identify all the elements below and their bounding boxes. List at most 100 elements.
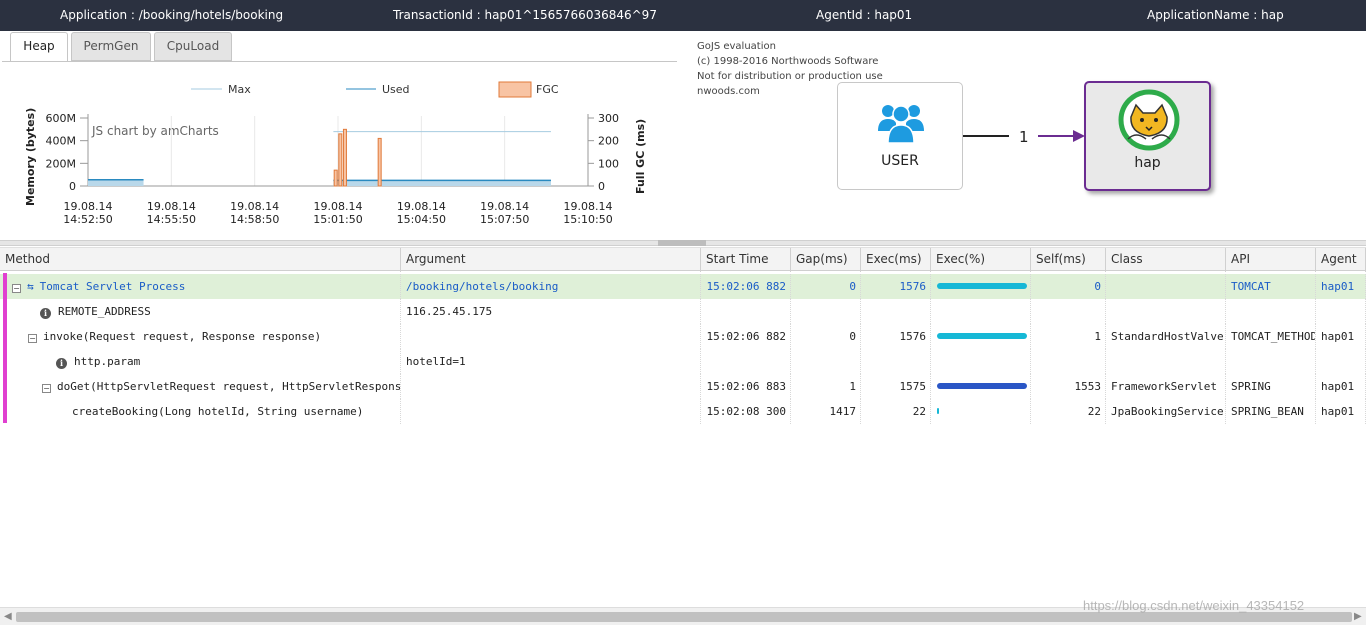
exec-cell	[861, 349, 931, 374]
column-header-self[interactable]: Self(ms)	[1031, 248, 1106, 272]
server-node-label: hap	[1134, 155, 1161, 171]
self-cell	[1031, 349, 1106, 374]
application-name: ApplicationName : hap	[1147, 8, 1284, 22]
gap-cell: 1417	[791, 399, 861, 424]
gap-cell	[791, 349, 861, 374]
cls-cell	[1106, 299, 1226, 324]
column-header-gap[interactable]: Gap(ms)	[791, 248, 861, 272]
cls-cell	[1106, 274, 1226, 299]
api-cell	[1226, 299, 1316, 324]
table-row[interactable]: i REMOTE_ADDRESS 116.25.45.175	[0, 299, 1366, 324]
fgc-bar	[338, 133, 343, 187]
exec-percent-cell	[931, 299, 1031, 324]
collapse-toggle-icon[interactable]: −	[12, 284, 21, 293]
scroll-right-icon[interactable]: ▶	[1354, 611, 1362, 622]
gap-cell	[791, 299, 861, 324]
tab-heap[interactable]: Heap	[10, 32, 68, 62]
link-count: 1	[1019, 128, 1029, 146]
cls-cell: JpaBookingService	[1106, 399, 1226, 424]
call-link[interactable]: 1	[963, 120, 1088, 152]
exec-percent-bar	[937, 283, 1027, 289]
table-row[interactable]: − ⇆ Tomcat Servlet Process/booking/hotels/…	[0, 274, 1366, 299]
used-series-area	[88, 179, 144, 186]
tab-permgen[interactable]: PermGen	[71, 32, 151, 61]
exec-percent-cell	[931, 324, 1031, 349]
y-tick-left: 400M	[46, 135, 77, 148]
column-header-start[interactable]: Start Time	[701, 248, 791, 272]
start-cell: 15:02:06 882	[701, 324, 791, 349]
splitter-handle[interactable]	[658, 240, 706, 246]
column-header-exec[interactable]: Exec(ms)	[861, 248, 931, 272]
y-axis-right-title: Full GC (ms)	[634, 119, 647, 194]
method-name: invoke(Request request, Response respons…	[43, 330, 322, 343]
start-cell	[701, 349, 791, 374]
horizontal-scrollbar[interactable]: ◀ ▶	[0, 607, 1366, 625]
x-tick-time: 15:07:50	[480, 213, 529, 226]
column-header-argument[interactable]: Argument	[401, 248, 701, 272]
exec-cell: 1576	[861, 274, 931, 299]
collapse-toggle-icon[interactable]: −	[28, 334, 37, 343]
scroll-left-icon[interactable]: ◀	[4, 611, 12, 622]
scrollbar-thumb[interactable]	[16, 612, 1352, 622]
api-cell: SPRING	[1226, 374, 1316, 399]
exec-percent-cell	[931, 399, 1031, 424]
tomcat-icon	[1118, 89, 1180, 151]
table-row[interactable]: − invoke(Request request, Response respon…	[0, 324, 1366, 349]
gap-cell: 1	[791, 374, 861, 399]
collapse-toggle-icon[interactable]: −	[42, 384, 51, 393]
call-tree-grid: Method Argument Start Time Gap(ms) Exec(ms) E…	[0, 247, 1366, 607]
method-cell: − ⇆ Tomcat Servlet Process	[0, 274, 401, 299]
application-path: Application : /booking/hotels/booking	[60, 8, 284, 22]
x-tick-time: 15:01:50	[313, 213, 362, 226]
self-cell: 0	[1031, 274, 1106, 299]
gojs-notice-line: Not for distribution or production use	[697, 71, 883, 82]
method-cell: i REMOTE_ADDRESS	[0, 299, 401, 324]
table-row[interactable]: createBooking(Long hotelId, String usern…	[0, 399, 1366, 424]
column-header-method[interactable]: Method	[0, 248, 401, 272]
self-cell	[1031, 299, 1106, 324]
table-row[interactable]: i http.param hotelId=1	[0, 349, 1366, 374]
legend-fgc-label[interactable]: FGC	[536, 83, 559, 96]
legend-max-label[interactable]: Max	[228, 83, 251, 96]
chart-watermark: JS chart by amCharts	[91, 124, 219, 138]
table-row[interactable]: − doGet(HttpServletRequest request, HttpS…	[0, 374, 1366, 399]
method-name: createBooking(Long hotelId, String usern…	[72, 405, 364, 418]
y-axis-left-title: Memory (bytes)	[24, 108, 37, 206]
x-tick-date: 19.08.14	[147, 200, 196, 213]
argument-cell	[401, 324, 701, 349]
self-cell: 1	[1031, 324, 1106, 349]
column-header-pct[interactable]: Exec(%)	[931, 248, 1031, 272]
start-cell	[701, 299, 791, 324]
x-tick-date: 19.08.14	[64, 200, 113, 213]
method-name: Tomcat Servlet Process	[39, 280, 186, 293]
used-series-area	[333, 180, 551, 186]
api-cell: TOMCAT	[1226, 274, 1316, 299]
plot-area: 19.08.1414:52:5019.08.1414:55:5019.08.14…	[46, 112, 620, 226]
exec-percent-cell	[931, 274, 1031, 299]
user-node[interactable]: USER	[837, 82, 963, 190]
tab-cpuload[interactable]: CpuLoad	[154, 32, 232, 61]
x-tick-date: 19.08.14	[397, 200, 446, 213]
method-cell: createBooking(Long hotelId, String usern…	[0, 399, 401, 424]
x-tick-time: 15:04:50	[397, 213, 446, 226]
exec-cell	[861, 299, 931, 324]
legend-used-label[interactable]: Used	[382, 83, 410, 96]
start-cell: 15:02:08 300	[701, 399, 791, 424]
column-header-cls[interactable]: Class	[1106, 248, 1226, 272]
server-node[interactable]: hap	[1084, 81, 1211, 191]
tab-divider	[2, 61, 677, 62]
user-node-label: USER	[881, 153, 919, 169]
argument-cell: 116.25.45.175	[401, 299, 701, 324]
column-header-agent[interactable]: Agent	[1316, 248, 1366, 272]
agent-cell	[1316, 299, 1366, 324]
exec-cell: 1575	[861, 374, 931, 399]
api-cell: TOMCAT_METHOD	[1226, 324, 1316, 349]
agent-cell	[1316, 349, 1366, 374]
argument-cell	[401, 399, 701, 424]
api-cell: SPRING_BEAN	[1226, 399, 1316, 424]
site-watermark: https://blog.csdn.net/weixin_43354152	[1083, 598, 1305, 613]
column-header-api[interactable]: API	[1226, 248, 1316, 272]
y-tick-left: 200M	[46, 157, 77, 170]
x-tick-time: 14:52:50	[63, 213, 112, 226]
transaction-header: Application : /booking/hotels/booking Tr…	[0, 0, 1366, 31]
